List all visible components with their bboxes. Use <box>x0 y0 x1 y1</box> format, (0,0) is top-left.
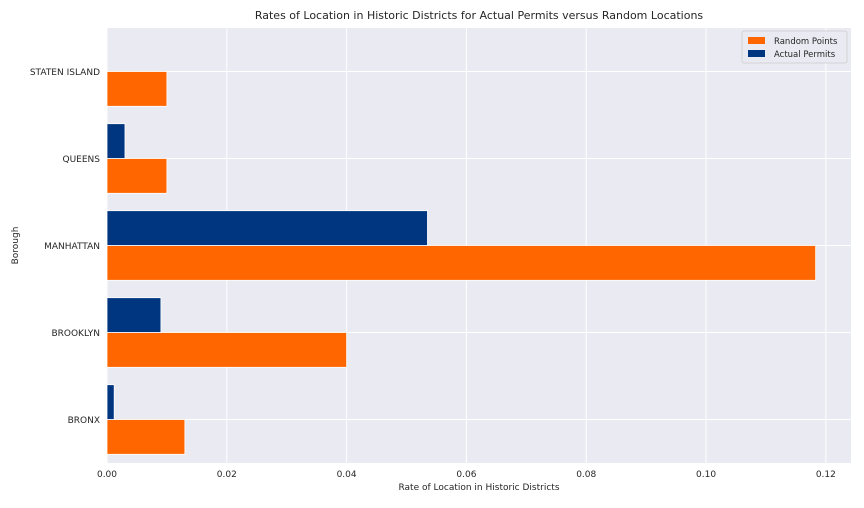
x-tick-labels: 0.00 0.02 0.04 0.06 0.08 0.10 0.12 <box>97 470 836 480</box>
y-tick-label: BRONX <box>68 416 100 426</box>
bar-random-points-manhattan <box>106 245 817 281</box>
x-axis-label: Rate of Location in Historic Districts <box>398 483 559 493</box>
bars <box>106 71 817 455</box>
y-tick-label: MANHATTAN <box>44 242 100 252</box>
bar-actual-permits-manhattan <box>106 210 428 246</box>
legend-swatch <box>748 37 765 44</box>
legend-label: Random Points <box>774 37 838 47</box>
bar-random-points-queens <box>106 158 168 194</box>
bar-random-points-bronx <box>106 419 186 455</box>
y-tick-label: QUEENS <box>63 155 101 165</box>
bar-random-points-brooklyn <box>106 332 348 368</box>
legend-label: Actual Permits <box>774 50 836 60</box>
x-tick-label: 0.04 <box>337 470 357 480</box>
x-tick-label: 0.08 <box>576 470 596 480</box>
y-axis-label: Borough <box>11 227 21 265</box>
x-tick-label: 0.02 <box>217 470 237 480</box>
x-tick-label: 0.12 <box>816 470 836 480</box>
y-tick-labels: BRONX BROOKLYN MANHATTAN QUEENS STATEN ISLAN… <box>30 68 100 426</box>
bar-actual-permits-queens <box>106 123 126 159</box>
x-tick-label: 0.00 <box>97 470 117 480</box>
legend-swatch <box>748 50 765 57</box>
legend: Random Points Actual Permits <box>741 30 848 64</box>
bar-actual-permits-bronx <box>106 384 115 420</box>
bar-actual-permits-brooklyn <box>106 297 162 333</box>
x-tick-label: 0.06 <box>456 470 476 480</box>
y-tick-label: STATEN ISLAND <box>30 68 100 78</box>
chart-title: Rates of Location in Historic Districts … <box>255 9 704 22</box>
y-tick-label: BROOKLYN <box>51 329 100 339</box>
bar-random-points-staten-island <box>106 71 168 107</box>
legend-box <box>741 30 848 64</box>
x-tick-label: 0.10 <box>696 470 716 480</box>
